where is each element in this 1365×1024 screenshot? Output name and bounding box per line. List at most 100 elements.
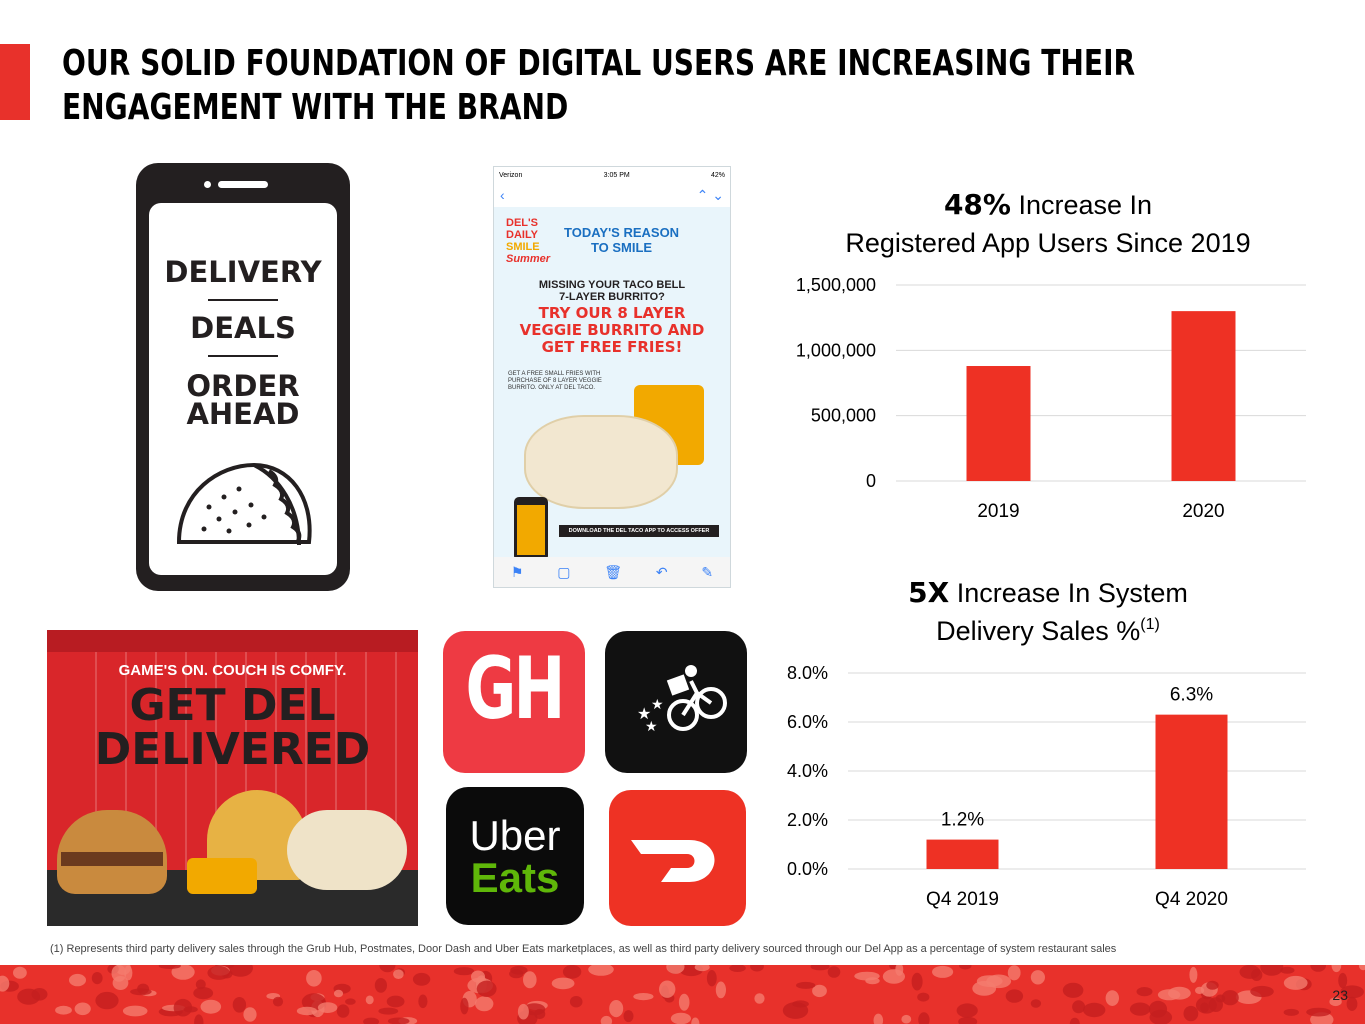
pattern-dot <box>69 973 86 987</box>
phone-word-order: ORDER <box>186 369 300 403</box>
pattern-dot <box>1030 970 1045 985</box>
phone-screen: DELIVERY DEALS ORDER AHEAD <box>149 203 337 575</box>
pattern-dot <box>471 970 485 983</box>
phone-divider <box>208 299 278 301</box>
uber-eats-logo-text: Uber <box>469 812 561 859</box>
bar <box>1155 714 1228 869</box>
email-navbar: ‹ ⌃ ⌄ <box>494 183 730 207</box>
svg-text:★: ★ <box>645 718 658 734</box>
pattern-dot <box>1340 985 1364 999</box>
brand-line: DAILY <box>506 229 538 241</box>
pattern-dot <box>691 1017 700 1024</box>
pattern-dot <box>317 1002 338 1013</box>
chart2-title-line-2: Delivery Sales % <box>936 616 1141 646</box>
flag-icon[interactable]: ⚑ <box>510 563 524 580</box>
folder-icon[interactable]: ▢ <box>557 563 571 580</box>
pattern-dot <box>31 988 48 1001</box>
phone-divider <box>208 355 278 357</box>
pattern-dot <box>386 995 405 1008</box>
pattern-dot <box>13 966 27 979</box>
fries-image <box>187 858 257 894</box>
pattern-dot <box>272 996 284 1007</box>
pattern-dot <box>91 972 103 985</box>
pattern-dot <box>232 997 247 1013</box>
offer-line: VEGGIE BURRITO AND <box>519 321 705 339</box>
pattern-dot <box>228 965 253 977</box>
pattern-dot <box>55 1005 72 1015</box>
slide-title-line-1: OUR SOLID FOUNDATION OF DIGITAL USERS AR… <box>62 43 1136 84</box>
pattern-dot <box>243 1007 257 1022</box>
pattern-dot <box>122 1005 148 1017</box>
pattern-dot <box>956 1003 978 1018</box>
missing-line: 7-LAYER BURRITO? <box>559 291 665 303</box>
pattern-dot <box>1189 966 1198 983</box>
yard-markers <box>47 630 418 652</box>
pattern-dot <box>1195 986 1205 994</box>
clock-label: 3:05 PM <box>603 171 630 179</box>
pattern-dot <box>1183 1005 1199 1022</box>
pattern-dot <box>124 965 133 981</box>
headline-line: TODAY'S REASON <box>564 225 680 240</box>
pattern-dot <box>171 965 195 980</box>
pattern-dot <box>517 1003 529 1020</box>
pattern-dot <box>1331 965 1342 973</box>
pattern-dot <box>976 975 1003 987</box>
phone-word-deals: DEALS <box>190 311 296 345</box>
pattern-dot <box>74 1002 91 1016</box>
pattern-dot <box>460 997 469 1015</box>
pattern-dot <box>932 965 954 978</box>
email-headline: TODAY'S REASON TO SMILE <box>564 225 679 255</box>
pattern-dot <box>1310 965 1326 972</box>
pattern-dot <box>95 991 119 1010</box>
back-chevron-icon[interactable]: ‹ <box>500 187 505 203</box>
pattern-dot <box>623 1010 634 1023</box>
email-missing-text: MISSING YOUR TACO BELL 7-LAYER BURRITO? <box>506 279 718 303</box>
pattern-dot <box>183 1006 198 1013</box>
y-tick-label: 0 <box>866 471 876 491</box>
slide-title: OUR SOLID FOUNDATION OF DIGITAL USERS AR… <box>62 42 1136 130</box>
pattern-dot <box>694 965 710 972</box>
pattern-dot <box>1329 997 1342 1007</box>
pattern-dot <box>659 980 676 998</box>
pattern-dot <box>1083 1002 1106 1018</box>
pattern-dot <box>200 999 222 1014</box>
pattern-dot <box>379 965 396 973</box>
pattern-dot <box>796 981 816 989</box>
brand-line: Summer <box>506 253 551 265</box>
pattern-dot <box>670 1012 691 1024</box>
pattern-dot <box>1239 965 1261 979</box>
pattern-dot <box>1030 999 1042 1008</box>
pattern-dot <box>1168 986 1191 1000</box>
promo-headline-line-1: GET DEL <box>129 680 336 731</box>
pattern-dot <box>911 972 923 991</box>
chart2-title-bold: 5X <box>908 576 950 609</box>
pattern-dot <box>562 965 582 979</box>
pattern-dot <box>1338 972 1348 989</box>
pattern-dot <box>1195 996 1217 1014</box>
mini-phone-image <box>514 497 548 561</box>
compose-icon[interactable]: ✎ <box>701 563 714 580</box>
up-down-chevron-icon[interactable]: ⌃ ⌄ <box>696 186 724 203</box>
download-app-banner[interactable]: DOWNLOAD THE DEL TACO APP TO ACCESS OFFE… <box>559 525 719 537</box>
pattern-dot <box>158 965 181 969</box>
pattern-dot <box>1129 1002 1151 1016</box>
pattern-dots <box>0 965 1365 1024</box>
pattern-dot <box>666 965 685 974</box>
promo-tagline: GAME'S ON. COUCH IS COMFY. <box>118 662 347 679</box>
registered-users-chart: 0 500,000 1,000,000 1,500,000 2019 2020 <box>796 275 1306 522</box>
y-tick-label: 6.0% <box>787 712 828 732</box>
y-tick-label: 500,000 <box>811 406 876 426</box>
trash-icon[interactable]: 🗑 <box>604 563 623 580</box>
phone-graphic: DELIVERY DEALS ORDER AHEAD <box>136 163 350 591</box>
pattern-dot <box>418 994 428 1009</box>
chart2-title: 5X Increase In System Delivery Sales %(1… <box>800 574 1296 650</box>
pattern-dot <box>306 970 322 987</box>
pattern-dot <box>1005 989 1024 1003</box>
pattern-dot <box>1306 1007 1331 1017</box>
reply-icon[interactable]: ↶ <box>655 563 668 580</box>
pattern-dot <box>901 1014 912 1024</box>
pattern-dot <box>873 1013 884 1024</box>
battery-label: 42% <box>710 171 725 179</box>
pattern-dot <box>827 966 841 978</box>
bar <box>966 366 1031 481</box>
